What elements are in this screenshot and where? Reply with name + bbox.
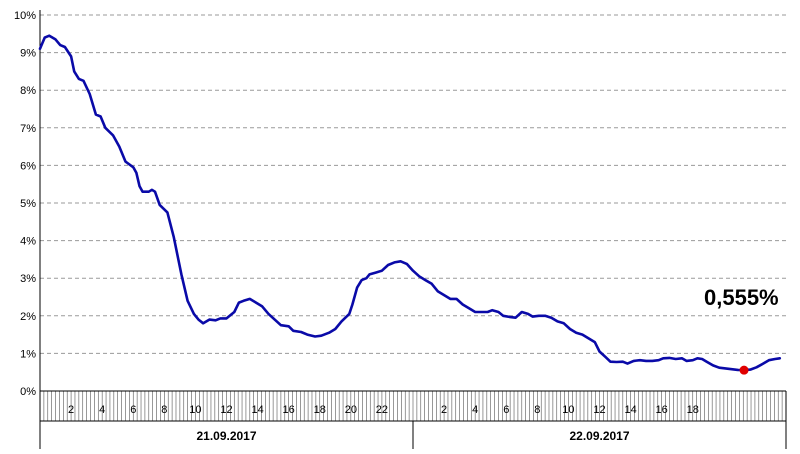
gridlines [40,14,786,354]
x-tick-label: 6 [503,404,509,416]
y-tick-label: 2% [20,311,36,323]
day-label: 22.09.2017 [569,429,629,443]
y-tick-label: 0% [20,386,36,398]
x-tick-label: 16 [283,404,295,416]
x-tick-label: 10 [562,404,574,416]
series-line [38,34,782,372]
series-layer [38,34,782,375]
y-tick-label: 1% [20,348,36,360]
value-annotation: 0,555% [704,285,779,310]
x-tick-label: 2 [441,404,447,416]
x-tick-label: 12 [220,404,232,416]
current-value-marker [739,365,749,375]
x-tick-label: 4 [472,404,478,416]
x-tick-label: 16 [656,404,668,416]
x-axis: 2 4 6 8 10 12 14 16 18 20 22 21.09.2017 2 4 6 8 10 12 14 16… [39,390,787,449]
x-tick-label: 8 [534,404,540,416]
x-tick-label: 4 [99,404,105,416]
y-tick-label: 9% [20,48,36,60]
x-tick-label: 2 [68,404,74,416]
y-tick-label: 4% [20,236,36,248]
y-tick-label: 10% [14,10,36,22]
x-tick-label: 22 [376,404,388,416]
day-label: 21.09.2017 [196,429,256,443]
y-tick-label: 3% [20,273,36,285]
y-tick-label: 7% [20,123,36,135]
y-tick-label: 5% [20,198,36,210]
x-tick-label: 14 [251,404,263,416]
y-tick-label: 8% [20,85,36,97]
x-tick-label: 20 [345,404,357,416]
y-tick-label: 6% [20,160,36,172]
y-axis: 0% 1% 2% 3% 4% 5% 6% 7% 8% 9% 10% [14,10,41,398]
x-tick-label: 14 [624,404,636,416]
x-tick-label: 8 [161,404,167,416]
x-tick-label: 18 [314,404,326,416]
x-tick-label: 10 [189,404,201,416]
x-tick-label: 12 [593,404,605,416]
x-tick-label: 6 [130,404,136,416]
x-tick-label: 18 [687,404,699,416]
